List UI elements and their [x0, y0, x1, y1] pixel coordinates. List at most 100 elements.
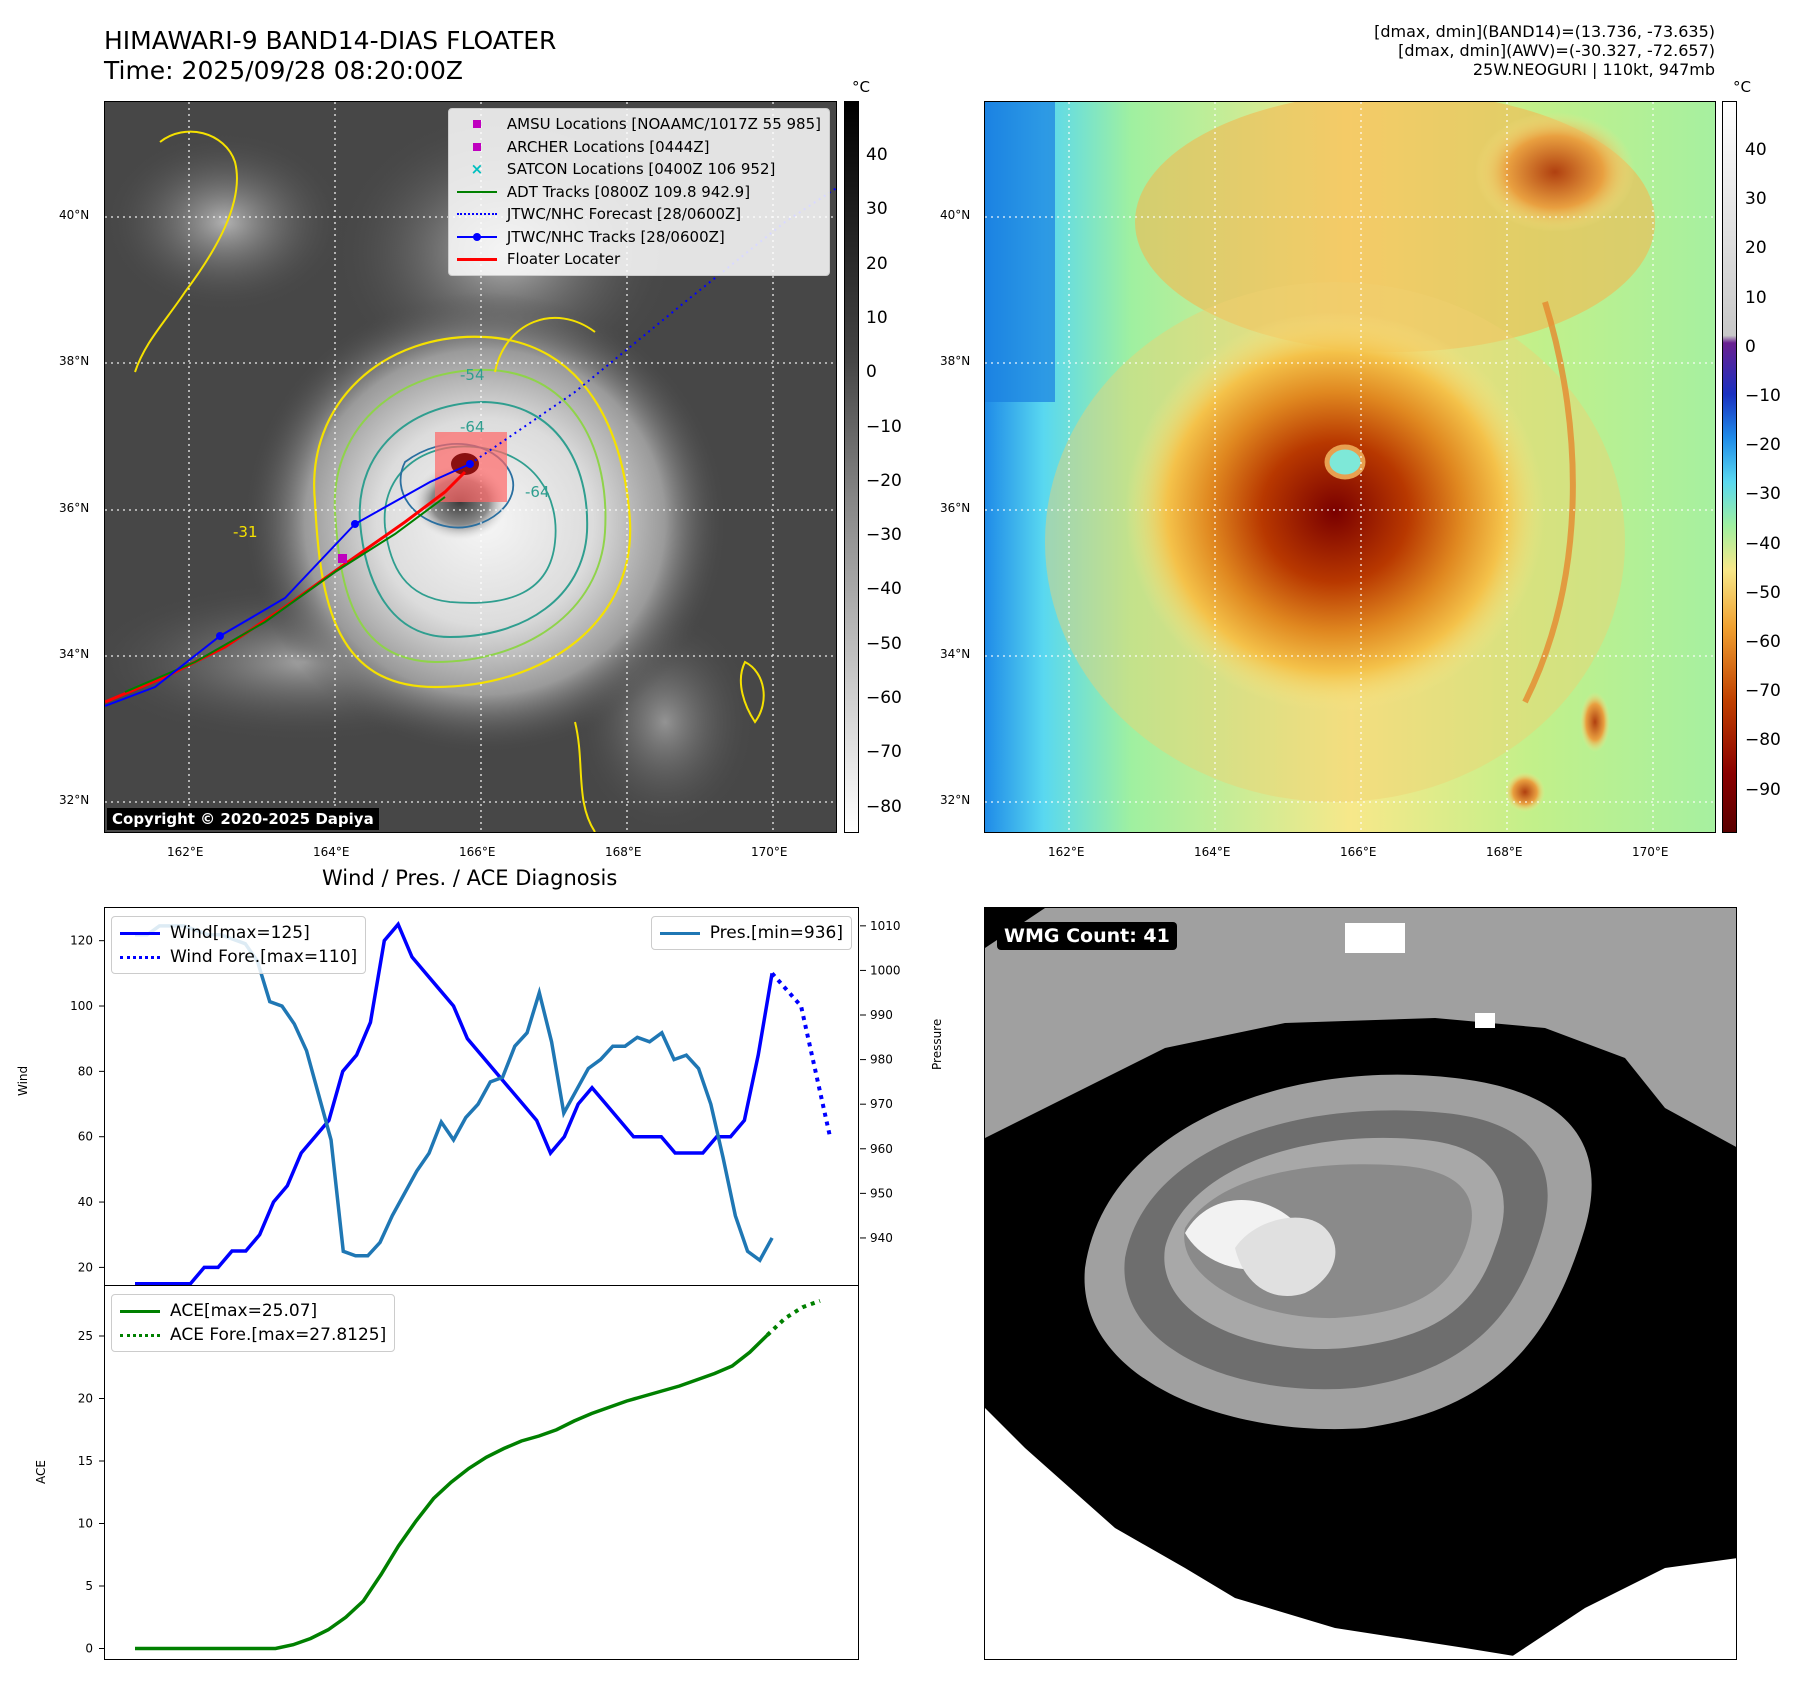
- wmg-count-badge: WMG Count: 41: [997, 922, 1177, 950]
- colorbar-tick: 20: [866, 253, 888, 274]
- legend-archer: ARCHER Locations [0444Z]: [506, 137, 710, 156]
- legend-satcon: SATCON Locations [0400Z 106 952]: [506, 160, 776, 178]
- lat-label: 38°N: [940, 354, 971, 368]
- lon-label: 162°E: [1048, 845, 1085, 859]
- colorbar-tick: −80: [866, 796, 902, 817]
- series-line-wind: [135, 921, 774, 1286]
- y2-tick-label: 980: [870, 1053, 893, 1067]
- y2-tick-label: 970: [870, 1097, 893, 1111]
- lat-label: 40°N: [940, 208, 971, 222]
- y-tick-label: 0: [85, 1642, 93, 1656]
- y-tick-label: 25: [78, 1329, 93, 1343]
- y-tick-label: 10: [78, 1517, 93, 1531]
- wmg-image: [985, 908, 1736, 1659]
- color-map-eye: [1324, 444, 1366, 480]
- series-line-ace-forecast: [765, 1298, 821, 1337]
- title-line2: Time: 2025/09/28 08:20:00Z: [104, 56, 463, 85]
- lat-label: 34°N: [59, 647, 90, 661]
- wmg-panel: WMG Count: 41: [984, 907, 1737, 1660]
- ace-plot: 0 5 10 15 20 25: [78, 1298, 821, 1656]
- colorbar-tick: −10: [1745, 386, 1781, 406]
- lat-label: 36°N: [940, 501, 971, 515]
- colorbar-tick: −40: [866, 579, 902, 600]
- lat-label: 32°N: [59, 793, 90, 807]
- legend-jtwc-tracks: JTWC/NHC Tracks [28/0600Z]: [506, 227, 725, 246]
- pressure-axis-label: Pressure: [930, 1018, 944, 1070]
- lat-label: 36°N: [59, 501, 90, 515]
- gray-colorbar-unit: °C: [852, 78, 870, 96]
- contour-label: -64: [460, 418, 485, 436]
- contour-label: -64: [525, 483, 550, 501]
- stats-awv: [dmax, dmin](AWV)=(-30.327, -72.657): [1398, 41, 1715, 60]
- y2-tick-label: 1000: [870, 963, 901, 977]
- y-tick-label: 5: [85, 1579, 93, 1593]
- y2-tick-label: 990: [870, 1008, 893, 1022]
- series-line-wind-fore-: [770, 972, 832, 1138]
- lon-label: 164°E: [313, 845, 350, 859]
- copyright: Copyright © 2020-2025 Dapiya: [107, 808, 379, 830]
- ace-chart: 0 5 10 15 20 25 ACE[max=25.07] ACE Fore.[max=…: [78, 1285, 859, 1660]
- legend-floater: Floater Locater: [506, 250, 621, 268]
- y2-tick-label: 960: [870, 1142, 893, 1156]
- ace-legend: ACE[max=25.07] ACE Fore.[max=27.8125]: [111, 1294, 396, 1352]
- legend-jtwc-forecast: JTWC/NHC Forecast [28/0600Z]: [506, 205, 742, 223]
- colorbar-tick: −60: [1745, 632, 1781, 652]
- colorbar-tick: −50: [1745, 582, 1781, 603]
- legend-wind-forecast: Wind Fore.[max=110]: [170, 947, 358, 967]
- colorbar-tick: −70: [1745, 681, 1781, 702]
- lon-label: 166°E: [1340, 845, 1377, 859]
- lon-label: 170°E: [751, 845, 788, 859]
- colorbar-tick: −70: [866, 742, 902, 763]
- jtwc-track-point: [216, 632, 224, 640]
- contour-label: -54: [460, 366, 485, 384]
- colorbar-tick: 30: [1745, 189, 1767, 210]
- pressure-legend: Pres.[min=936]: [650, 916, 852, 950]
- ir-color-map-panel: [984, 101, 1716, 833]
- y2-tick-label: 940: [870, 1231, 893, 1245]
- colorbar-tick: −10: [866, 416, 902, 437]
- legend-amsu: AMSU Locations [NOAAMC/1017Z 55 985]: [506, 115, 821, 133]
- legend-ace: ACE[max=25.07]: [170, 1301, 318, 1321]
- lat-label: 38°N: [59, 354, 90, 368]
- y2-tick-label: 950: [870, 1186, 893, 1200]
- y-tick-label: 60: [78, 1130, 93, 1144]
- legend-wind: Wind[max=125]: [170, 923, 310, 943]
- colorbar-tick: 0: [1745, 336, 1756, 357]
- lon-label: 168°E: [1486, 845, 1523, 859]
- color-colorbar: [1722, 101, 1737, 833]
- colorbar-tick: 0: [866, 362, 877, 383]
- colorbar-tick: −90: [1745, 779, 1781, 800]
- jtwc-track: [105, 463, 471, 707]
- colorbar-tick: 40: [866, 145, 888, 165]
- y-tick-label: 80: [78, 1064, 93, 1078]
- map-legend: AMSU Locations [NOAAMC/1017Z 55 985] ARC…: [447, 108, 830, 276]
- ir-color-map-image: [985, 102, 1715, 832]
- colorbar-tick: −30: [1745, 484, 1781, 505]
- lat-label: 40°N: [59, 208, 90, 222]
- legend-adt: ADT Tracks [0800Z 109.8 942.9]: [506, 182, 751, 201]
- y-tick-label: 40: [78, 1195, 93, 1209]
- gray-colorbar: [844, 101, 859, 833]
- colorbar-tick: −40: [1745, 533, 1781, 554]
- lat-label: 34°N: [940, 647, 971, 661]
- legend-pressure: Pres.[min=936]: [709, 923, 843, 943]
- stats-band14: [dmax, dmin](BAND14)=(13.736, -73.635): [1374, 22, 1715, 41]
- colorbar-tick: −50: [866, 633, 902, 654]
- ir-map-panel: -31 -54 -64 -64 AMSU Locations [NOAAMC/1…: [104, 101, 837, 833]
- y-tick-label: 120: [70, 934, 93, 948]
- colorbar-tick: 10: [866, 307, 888, 328]
- colorbar-tick: −60: [866, 688, 902, 708]
- jtwc-track-point: [351, 520, 359, 528]
- title-line1: HIMAWARI-9 BAND14-DIAS FLOATER: [104, 26, 557, 55]
- wind-axis-label: Wind: [16, 1065, 30, 1096]
- lon-label: 162°E: [167, 845, 204, 859]
- ace-axis-label: ACE: [34, 1460, 48, 1484]
- colorbar-tick: 40: [1745, 140, 1767, 160]
- contour-label: -31: [233, 523, 258, 541]
- lon-label: 164°E: [1194, 845, 1231, 859]
- storm-info: 25W.NEOGURI | 110kt, 947mb: [1472, 60, 1715, 79]
- colorbar-tick: −20: [1745, 435, 1781, 456]
- colorbar-tick: 20: [1745, 238, 1767, 259]
- adt-track: [124, 496, 446, 693]
- y-tick-label: 20: [78, 1392, 93, 1406]
